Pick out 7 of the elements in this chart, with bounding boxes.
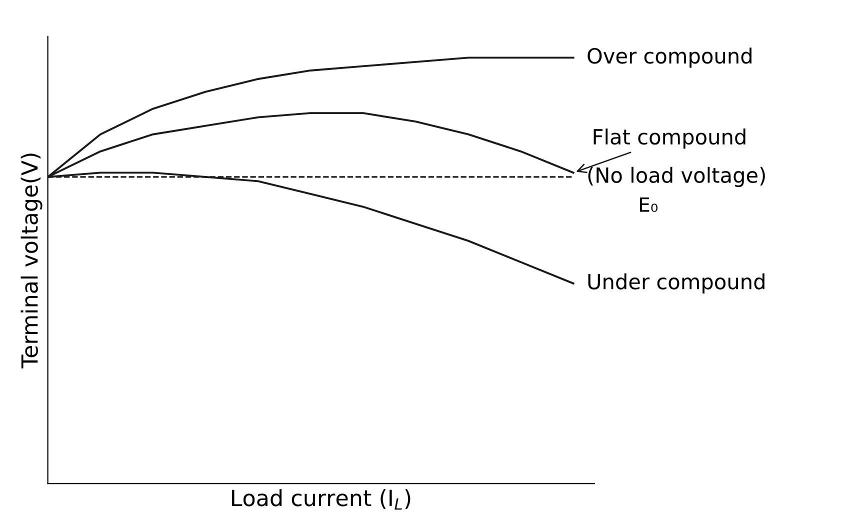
series-label: Under compound <box>588 273 764 294</box>
series-label: Over compound <box>588 48 752 68</box>
y-axis-title: Terminal voltage(V) <box>20 154 42 368</box>
text: E₀ <box>640 198 658 212</box>
x-axis-title: Load current (I$_{L}$) <box>232 489 410 510</box>
ref-line-label: (No load voltage) <box>588 166 765 188</box>
series-label: Flat compound <box>594 128 746 149</box>
